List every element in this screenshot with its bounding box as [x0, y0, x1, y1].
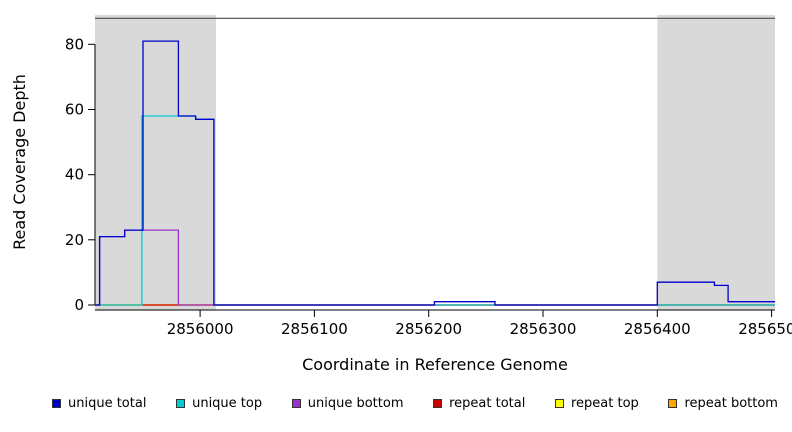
shaded-region	[657, 15, 775, 310]
legend-label: repeat top	[571, 396, 639, 411]
legend-label: unique bottom	[307, 396, 404, 411]
legend-swatch	[433, 399, 443, 408]
legend-swatch	[52, 399, 61, 408]
y-axis-title: Read Coverage Depth	[10, 74, 29, 250]
legend-label: unique top	[192, 396, 263, 411]
x-tick-label: 2856100	[281, 320, 348, 338]
legend-item: repeat top	[555, 396, 639, 411]
y-tick-label: 40	[65, 166, 84, 184]
legend-item: unique bottom	[291, 396, 404, 411]
legend-item: unique top	[176, 396, 262, 411]
y-tick-label: 20	[65, 231, 84, 249]
legend-label: unique total	[68, 396, 147, 411]
y-tick-label: 60	[65, 101, 84, 119]
legend-item: repeat bottom	[668, 396, 778, 411]
series-unique-total	[95, 40, 775, 306]
y-tick-label: 0	[74, 296, 84, 314]
legend: unique total unique top unique bottom repea…	[0, 396, 792, 411]
legend-swatch	[555, 399, 564, 408]
y-tick-label: 80	[65, 35, 84, 53]
legend-item: unique total	[52, 396, 146, 411]
legend-label: repeat total	[449, 396, 526, 411]
coverage-plot: 2856000 2856100 2856200 2856300 2856400 28565…	[10, 15, 792, 374]
legend-swatch	[291, 399, 301, 408]
x-tick-label: 2856300	[510, 320, 577, 338]
x-axis-title: Coordinate in Reference Genome	[302, 355, 568, 374]
legend-swatch	[176, 399, 186, 408]
plot-layer: 2856000 2856100 2856200 2856300 2856400 28565…	[65, 15, 792, 338]
x-tick-label: 2856400	[624, 320, 691, 338]
shaded-region	[95, 15, 217, 310]
legend-swatch	[668, 399, 678, 408]
x-tick-label: 2856000	[167, 320, 234, 338]
legend-label: repeat bottom	[684, 396, 778, 411]
legend-item: repeat total	[433, 396, 525, 411]
x-tick-label: 2856200	[395, 320, 462, 338]
